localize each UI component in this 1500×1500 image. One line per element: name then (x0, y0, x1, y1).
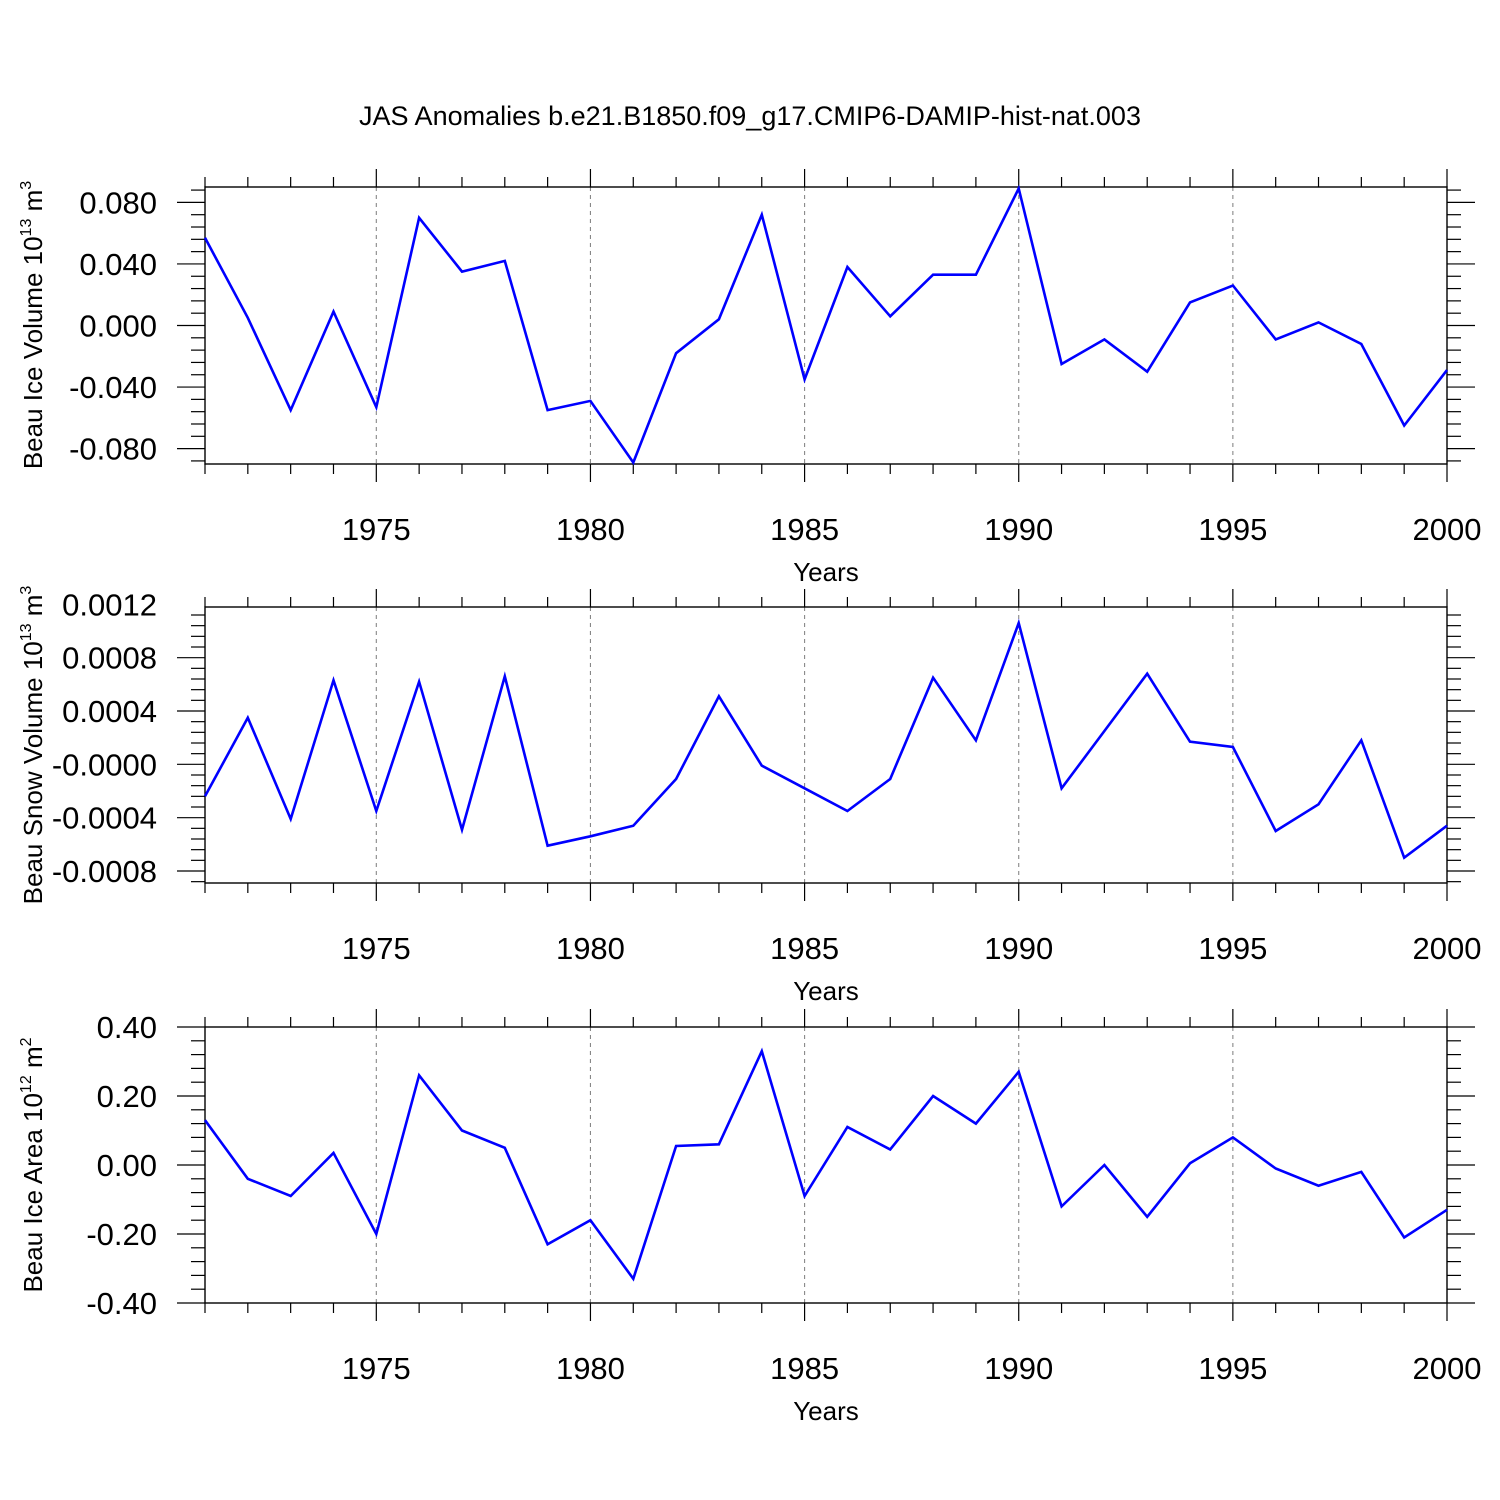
chart-title: JAS Anomalies b.e21.B1850.f09_g17.CMIP6-… (359, 101, 1141, 131)
x-tick-label: 1980 (556, 512, 625, 547)
y-tick-label: 0.40 (97, 1010, 157, 1045)
y-axis-label: Beau Snow Volume 1013 m3 (18, 586, 48, 905)
y-tick-label: 0.000 (79, 309, 157, 344)
panel-3: -0.40 -0.20 0.00 0.20 0.40 1975 1980 1985 1990 19… (18, 1009, 1481, 1426)
panels: -0.080 -0.040 0.000 0.040 0.080 1975 1980 1985 1… (18, 169, 1481, 1426)
series-line (203, 618, 1448, 860)
x-tick-label: 1990 (984, 931, 1053, 966)
x-tick-label: 1990 (984, 512, 1053, 547)
x-tick-label: 1980 (556, 1351, 625, 1386)
series-line (203, 184, 1449, 466)
y-tick-label: 0.00 (97, 1148, 157, 1183)
x-tick-label: 1985 (770, 1351, 839, 1386)
plot-frame (204, 606, 1448, 884)
x-tick-label: 2000 (1413, 1351, 1482, 1386)
series-line (203, 1047, 1448, 1282)
x-tick-label: 1995 (1198, 1351, 1267, 1386)
x-axis-label: Years (793, 1396, 859, 1426)
y-axis-label: Beau Ice Area 1012 m2 (18, 1037, 48, 1292)
x-tick-label: 1995 (1198, 931, 1267, 966)
y-tick-label: 0.20 (97, 1079, 157, 1114)
plot-frame (204, 186, 1448, 465)
panel-2: -0.0008 -0.0004 -0.0000 0.0004 0.0008 0.0012 1… (18, 586, 1481, 1006)
x-tick-label: 1975 (342, 1351, 411, 1386)
y-tick-label: -0.040 (69, 370, 157, 405)
y-tick-label: 0.0012 (62, 587, 157, 622)
x-tick-label: 2000 (1413, 931, 1482, 966)
y-tick-label: -0.20 (86, 1217, 157, 1252)
y-tick-label: 0.0004 (62, 694, 157, 729)
x-tick-label: 1985 (770, 931, 839, 966)
y-tick-label: 0.040 (79, 247, 157, 282)
y-tick-label: 0.080 (79, 185, 157, 220)
x-tick-label: 2000 (1413, 512, 1482, 547)
x-axis-label: Years (793, 557, 859, 587)
x-tick-label: 1990 (984, 1351, 1053, 1386)
y-tick-label: 0.0008 (62, 641, 157, 676)
y-tick-label: -0.0004 (52, 801, 157, 836)
x-tick-label: 1975 (342, 512, 411, 547)
x-tick-label: 1985 (770, 512, 839, 547)
y-tick-label: -0.0000 (52, 747, 157, 782)
y-axis-label: Beau Ice Volume 1013 m3 (18, 181, 48, 469)
y-tick-label: -0.0008 (52, 854, 157, 889)
x-tick-label: 1995 (1198, 512, 1267, 547)
y-tick-label: -0.40 (86, 1286, 157, 1321)
x-axis-label: Years (793, 976, 859, 1006)
x-tick-label: 1975 (342, 931, 411, 966)
y-tick-label: -0.080 (69, 432, 157, 467)
x-tick-label: 1980 (556, 931, 625, 966)
plot-frame (204, 1026, 1448, 1304)
panel-1: -0.080 -0.040 0.000 0.040 0.080 1975 1980 1985 1… (18, 169, 1481, 587)
